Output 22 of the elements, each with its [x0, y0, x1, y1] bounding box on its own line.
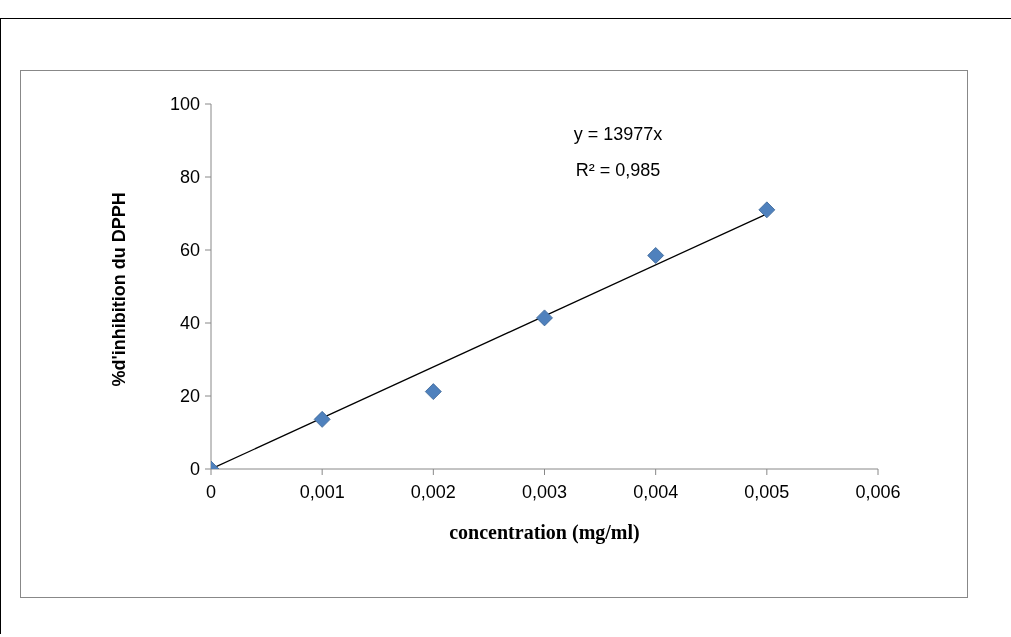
point [424, 383, 442, 401]
y-tick-label: 100 [168, 93, 200, 115]
y-tick-label: 60 [178, 239, 200, 261]
annotation: y = 13977x [572, 124, 664, 145]
x-tick-label: 0 [205, 481, 217, 502]
x-tick-label: 0,001 [299, 481, 345, 502]
point [647, 247, 665, 264]
annotation: R² = 0,985 [574, 160, 662, 181]
x-tick-label: 0,004 [633, 481, 679, 502]
point [758, 201, 776, 219]
y-tick-label: 0 [189, 458, 200, 480]
x-tick-label: 0,005 [744, 481, 790, 502]
x-tick-label: 0,006 [855, 481, 901, 502]
y-tick-label: 40 [178, 312, 200, 334]
x-axis-title: concentration (mg/ml) [449, 521, 640, 544]
y-tick-label: 80 [178, 166, 200, 188]
y-tick-label: 20 [178, 385, 200, 407]
x-tick-label: 0,003 [521, 481, 568, 502]
x-tick-label: 0,002 [410, 481, 456, 502]
point [536, 309, 553, 327]
point [313, 410, 331, 428]
y-axis-title: %d'inhibition du DPPH [109, 192, 130, 387]
